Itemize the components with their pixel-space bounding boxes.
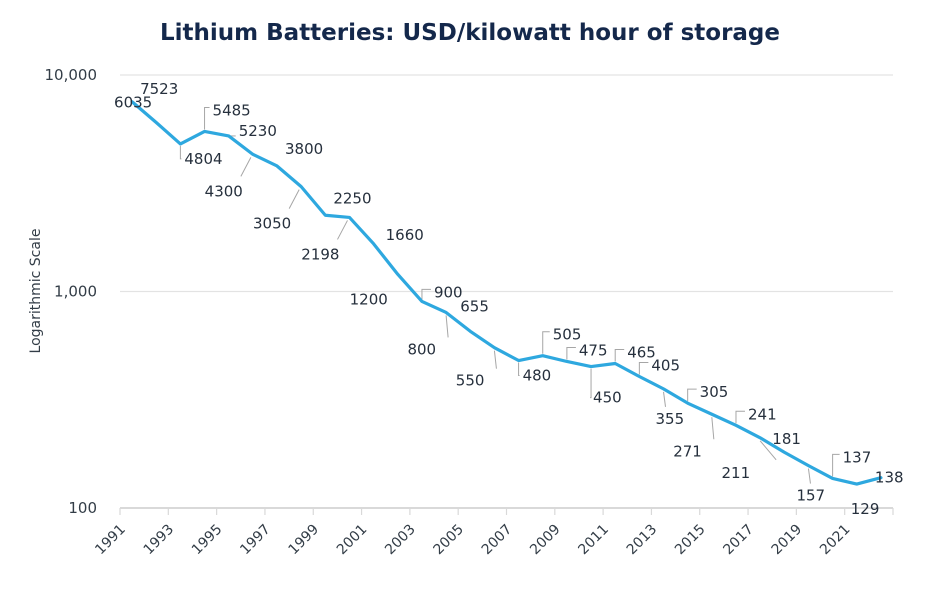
leader-line [590, 368, 592, 399]
leader-line [493, 350, 497, 369]
x-tick-label: 2009 [527, 522, 564, 559]
data-label: 4300 [205, 182, 243, 200]
data-label: 211 [722, 464, 751, 482]
x-tick-label: 2019 [769, 522, 806, 559]
x-tick-label: 1991 [92, 522, 129, 559]
x-tick-label: 1993 [141, 522, 178, 559]
x-tick-label: 1995 [189, 522, 226, 559]
data-label: 405 [651, 356, 680, 374]
x-tick-label: 2021 [817, 522, 854, 559]
data-label: 1200 [350, 290, 388, 308]
x-tick-label: 2013 [624, 522, 661, 559]
y-tick-label: 100 [68, 499, 97, 517]
data-label: 900 [434, 283, 463, 301]
x-tick-label: 2003 [382, 522, 419, 559]
data-label: 800 [407, 340, 436, 358]
x-tick-label: 2007 [479, 522, 516, 559]
x-tick-label: 2015 [672, 522, 709, 559]
data-label: 4804 [184, 150, 222, 168]
y-axis-ticks: 100 1,000 10,000 [45, 66, 98, 517]
leader-line [542, 331, 550, 354]
x-tick-label: 1999 [286, 522, 323, 559]
x-axis: 1991 1993 1995 1997 1999 2001 2003 2005 2007 2009… [92, 507, 894, 559]
data-label: 6035 [114, 93, 152, 111]
data-label: 5485 [213, 101, 251, 119]
label-leader-lines [179, 106, 840, 484]
x-tick-label: 2001 [334, 522, 371, 559]
leader-line [518, 362, 520, 377]
data-label: 550 [456, 372, 485, 390]
data-label: 5230 [239, 122, 277, 140]
data-label: 465 [627, 343, 656, 361]
y-axis-label: Logarithmic Scale [28, 229, 44, 354]
data-label: 138 [875, 469, 904, 487]
leader-line [240, 157, 252, 177]
x-tick-label: 1997 [237, 522, 274, 559]
data-label: 305 [700, 383, 729, 401]
leader-line [179, 145, 182, 160]
leader-line [807, 468, 811, 484]
leader-line [204, 106, 210, 130]
x-tick-label: 2005 [431, 522, 468, 559]
y-tick-label: 1,000 [54, 283, 97, 301]
leader-line [711, 417, 715, 440]
leader-line [759, 440, 777, 461]
leader-line [445, 315, 449, 338]
data-label: 2198 [301, 245, 339, 263]
leader-line [566, 346, 576, 360]
data-label: 241 [748, 405, 777, 423]
data-label: 271 [673, 442, 702, 460]
leader-line [663, 391, 667, 407]
data-label: 655 [460, 297, 489, 315]
data-label: 2250 [333, 189, 371, 207]
data-label: 7523 [140, 80, 178, 98]
data-label: 480 [523, 367, 552, 385]
data-label: 505 [553, 326, 582, 344]
data-label: 3800 [285, 140, 323, 158]
leader-line [832, 453, 840, 477]
chart-title: Lithium Batteries: USD/kilowatt hour of … [160, 20, 780, 46]
data-label: 137 [843, 448, 872, 466]
data-label: 3050 [253, 215, 291, 233]
leader-line [421, 288, 431, 300]
gridlines [120, 74, 893, 293]
x-tick-label: 2011 [575, 522, 612, 559]
leader-line [614, 348, 625, 362]
leader-line [687, 388, 697, 402]
data-label: 181 [772, 430, 801, 448]
y-tick-label: 10,000 [45, 66, 98, 84]
series-layer [130, 100, 883, 486]
x-tick-label: 2017 [720, 522, 757, 559]
data-label: 157 [796, 487, 825, 505]
leader-line [337, 220, 348, 240]
data-label: 450 [593, 389, 622, 407]
leader-line [735, 410, 745, 424]
series-line [130, 100, 883, 486]
leader-line [638, 361, 649, 375]
data-label: 129 [851, 500, 880, 518]
data-label: 475 [579, 341, 608, 359]
data-label: 355 [656, 410, 685, 428]
leader-line [288, 189, 300, 209]
data-label: 1660 [386, 226, 424, 244]
